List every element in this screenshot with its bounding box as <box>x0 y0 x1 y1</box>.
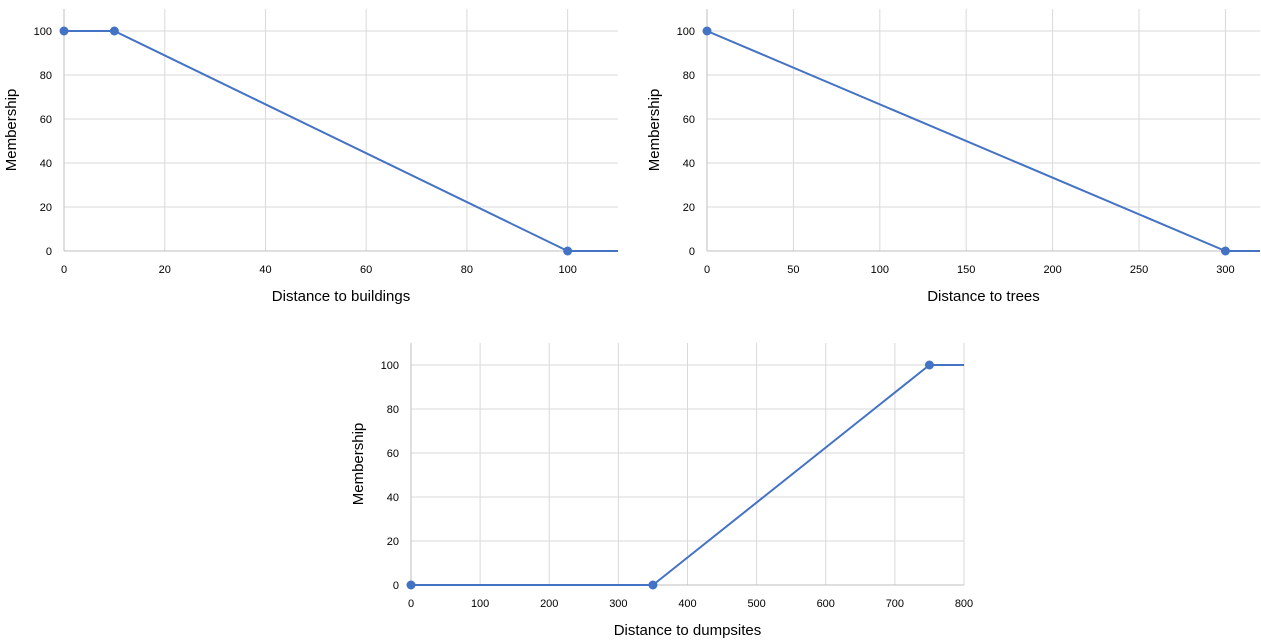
x-tick-label: 800 <box>955 598 973 610</box>
y-tick-label: 40 <box>683 158 695 170</box>
y-tick-label: 40 <box>387 492 399 504</box>
x-tick-label: 100 <box>471 598 489 610</box>
x-axis-title: Distance to trees <box>927 288 1040 305</box>
y-tick-label: 60 <box>683 114 695 126</box>
x-tick-label: 200 <box>540 598 558 610</box>
x-tick-label: 300 <box>609 598 627 610</box>
x-tick-label: 0 <box>408 598 414 610</box>
x-tick-label: 0 <box>704 264 710 276</box>
x-tick-label: 0 <box>61 264 67 276</box>
y-tick-label: 60 <box>387 448 399 460</box>
chart-2: 0 50 100 150 200 250 300 0 20 40 60 80 100 Distance t… <box>646 9 1260 305</box>
x-tick-label: 40 <box>259 264 271 276</box>
y-axis-title: Membership <box>350 423 367 506</box>
data-point-marker <box>406 580 416 590</box>
x-tick-label: 400 <box>678 598 696 610</box>
y-tick-label: 80 <box>683 70 695 82</box>
data-point-marker <box>109 26 119 36</box>
x-axis-title: Distance to dumpsites <box>614 622 762 639</box>
data-point-marker <box>924 360 934 370</box>
x-tick-label: 100 <box>871 264 889 276</box>
x-tick-label: 60 <box>360 264 372 276</box>
x-tick-label: 500 <box>747 598 765 610</box>
x-tick-label: 100 <box>558 264 576 276</box>
data-point-marker <box>702 26 712 36</box>
y-tick-label: 60 <box>40 114 52 126</box>
y-tick-label: 0 <box>689 246 695 258</box>
chart-3: 0 100 200 300 400 500 600 700 800 0 20 40 60 80 100 Dis… <box>350 343 973 639</box>
y-tick-label: 0 <box>393 580 399 592</box>
y-tick-label: 80 <box>387 404 399 416</box>
data-point-marker <box>59 26 69 36</box>
chart-1: 0 20 40 60 80 100 0 20 40 60 80 100 Distance to buil… <box>3 9 618 305</box>
x-tick-label: 700 <box>886 598 904 610</box>
series-line <box>411 364 964 586</box>
x-tick-label: 150 <box>957 264 975 276</box>
y-tick-label: 100 <box>677 26 695 38</box>
y-tick-label: 20 <box>387 536 399 548</box>
data-point-marker <box>1220 246 1230 256</box>
y-tick-label: 0 <box>46 246 52 258</box>
x-axis-title: Distance to buildings <box>272 288 410 305</box>
y-axis-title: Membership <box>646 89 663 172</box>
data-point-marker <box>563 246 573 256</box>
y-tick-label: 20 <box>40 202 52 214</box>
x-tick-label: 80 <box>461 264 473 276</box>
series-line <box>706 30 1260 252</box>
y-tick-label: 20 <box>683 202 695 214</box>
data-point-marker <box>648 580 658 590</box>
x-tick-label: 200 <box>1043 264 1061 276</box>
x-tick-label: 20 <box>159 264 171 276</box>
x-tick-label: 50 <box>787 264 799 276</box>
series-line <box>64 30 618 252</box>
x-tick-label: 600 <box>817 598 835 610</box>
y-tick-label: 40 <box>40 158 52 170</box>
y-tick-label: 80 <box>40 70 52 82</box>
y-tick-label: 100 <box>381 360 399 372</box>
x-tick-label: 250 <box>1130 264 1148 276</box>
y-axis-title: Membership <box>3 89 20 172</box>
x-tick-label: 300 <box>1216 264 1234 276</box>
y-tick-label: 100 <box>34 26 52 38</box>
